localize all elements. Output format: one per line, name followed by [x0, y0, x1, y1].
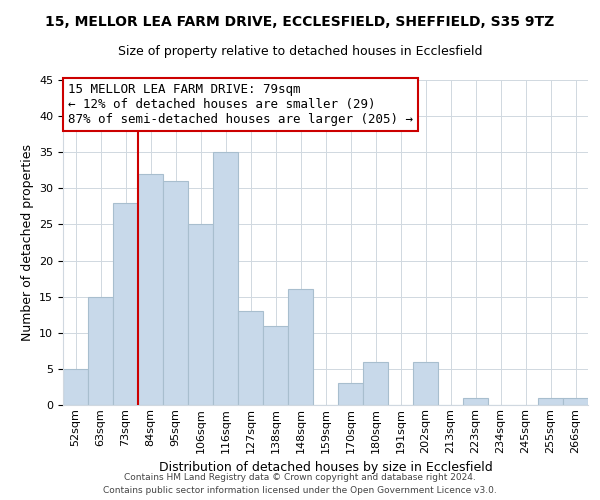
- Y-axis label: Number of detached properties: Number of detached properties: [20, 144, 34, 341]
- Text: Size of property relative to detached houses in Ecclesfield: Size of property relative to detached ho…: [118, 45, 482, 58]
- Text: 15 MELLOR LEA FARM DRIVE: 79sqm
← 12% of detached houses are smaller (29)
87% of: 15 MELLOR LEA FARM DRIVE: 79sqm ← 12% of…: [68, 83, 413, 126]
- Text: Contains public sector information licensed under the Open Government Licence v3: Contains public sector information licen…: [103, 486, 497, 495]
- Text: 15, MELLOR LEA FARM DRIVE, ECCLESFIELD, SHEFFIELD, S35 9TZ: 15, MELLOR LEA FARM DRIVE, ECCLESFIELD, …: [46, 15, 554, 29]
- Bar: [538, 398, 563, 405]
- Text: Contains HM Land Registry data © Crown copyright and database right 2024.: Contains HM Land Registry data © Crown c…: [124, 474, 476, 482]
- Bar: [238, 311, 263, 405]
- Bar: [338, 384, 363, 405]
- Bar: [63, 369, 88, 405]
- Bar: [413, 362, 438, 405]
- Bar: [88, 296, 113, 405]
- Bar: [288, 290, 313, 405]
- Bar: [363, 362, 388, 405]
- Bar: [163, 181, 188, 405]
- Bar: [263, 326, 288, 405]
- Bar: [563, 398, 588, 405]
- X-axis label: Distribution of detached houses by size in Ecclesfield: Distribution of detached houses by size …: [158, 461, 493, 474]
- Bar: [138, 174, 163, 405]
- Bar: [213, 152, 238, 405]
- Bar: [463, 398, 488, 405]
- Bar: [113, 203, 138, 405]
- Bar: [188, 224, 213, 405]
